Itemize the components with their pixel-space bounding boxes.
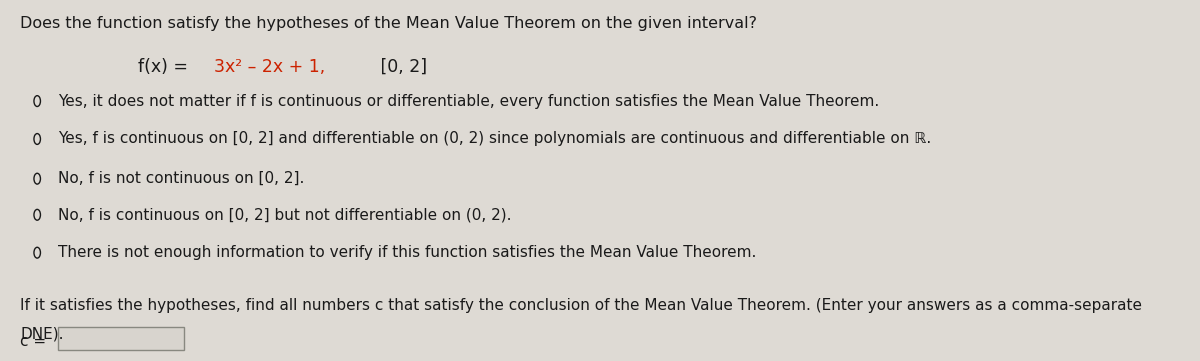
Text: 3x² – 2x + 1,: 3x² – 2x + 1, (214, 58, 325, 76)
Text: If it satisfies the hypotheses, find all numbers c that satisfy the conclusion o: If it satisfies the hypotheses, find all… (20, 298, 1142, 313)
Text: Yes, f is continuous on [0, 2] and differentiable on (0, 2) since polynomials ar: Yes, f is continuous on [0, 2] and diffe… (58, 131, 931, 147)
Text: f(x) =: f(x) = (138, 58, 193, 76)
Text: [0, 2]: [0, 2] (364, 58, 427, 76)
FancyBboxPatch shape (58, 327, 184, 350)
Text: c =: c = (20, 334, 52, 349)
Text: No, f is continuous on [0, 2] but not differentiable on (0, 2).: No, f is continuous on [0, 2] but not di… (58, 207, 511, 222)
Text: DNE).: DNE). (20, 327, 64, 342)
Text: Does the function satisfy the hypotheses of the Mean Value Theorem on the given : Does the function satisfy the hypotheses… (20, 16, 757, 31)
Text: There is not enough information to verify if this function satisfies the Mean Va: There is not enough information to verif… (58, 245, 756, 260)
Text: No, f is not continuous on [0, 2].: No, f is not continuous on [0, 2]. (58, 171, 304, 186)
Text: Yes, it does not matter if f is continuous or differentiable, every function sat: Yes, it does not matter if f is continuo… (58, 93, 878, 109)
